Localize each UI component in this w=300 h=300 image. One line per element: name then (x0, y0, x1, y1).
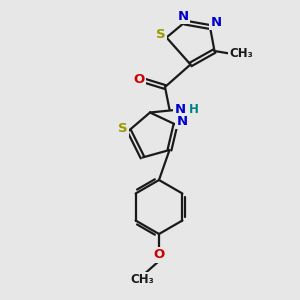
Text: CH₃: CH₃ (230, 47, 254, 61)
Text: O: O (153, 248, 165, 262)
Text: N: N (174, 103, 186, 116)
Text: H: H (189, 103, 198, 116)
Text: N: N (177, 10, 189, 23)
Text: S: S (118, 122, 128, 136)
Text: N: N (176, 115, 188, 128)
Text: CH₃: CH₃ (130, 273, 154, 286)
Text: S: S (156, 28, 165, 41)
Text: O: O (134, 73, 145, 86)
Text: N: N (210, 16, 222, 29)
